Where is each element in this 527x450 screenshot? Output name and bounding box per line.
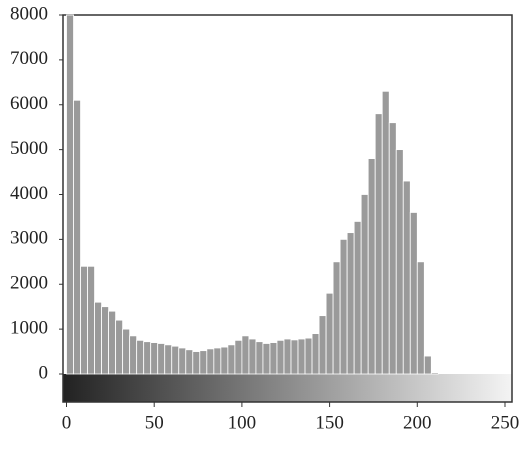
bar — [248, 338, 257, 375]
y-tick-label: 2000 — [10, 273, 48, 294]
x-tick-label: 250 — [491, 412, 520, 433]
intensity-gradient — [63, 374, 512, 402]
bar — [115, 319, 124, 375]
y-tick-label: 8000 — [10, 3, 48, 24]
bar — [269, 342, 278, 375]
bar — [136, 339, 145, 375]
bar — [430, 372, 439, 375]
bar — [402, 180, 411, 375]
bar — [227, 344, 236, 375]
bar — [66, 14, 74, 375]
y-tick-label: 3000 — [10, 228, 48, 249]
bar — [346, 232, 355, 375]
y-tick-label: 5000 — [10, 138, 48, 159]
bar — [360, 194, 369, 375]
bar — [276, 339, 285, 375]
bar — [94, 301, 102, 375]
bar — [283, 338, 292, 375]
bar — [318, 315, 327, 375]
bar — [101, 306, 110, 375]
bar — [192, 351, 201, 375]
bar — [164, 344, 173, 375]
bar — [290, 339, 299, 375]
bar — [311, 333, 320, 375]
bar — [416, 261, 425, 375]
bar — [241, 335, 250, 375]
bar — [297, 338, 306, 375]
bar — [206, 348, 215, 375]
bar — [220, 346, 229, 375]
bar — [234, 339, 243, 375]
bar — [150, 342, 159, 375]
bar — [185, 349, 194, 375]
bar — [255, 341, 264, 375]
x-tick-label: 50 — [145, 412, 164, 433]
bar — [178, 347, 187, 375]
bar — [332, 261, 341, 375]
plot-frame — [62, 14, 513, 403]
y-tick-label: 7000 — [10, 48, 48, 69]
bar — [395, 149, 404, 375]
bar — [199, 350, 208, 375]
bar — [374, 113, 383, 375]
bar — [87, 265, 95, 375]
bar — [381, 90, 390, 375]
y-tick-label: 1000 — [10, 317, 48, 338]
bar — [122, 328, 131, 375]
bar — [129, 335, 138, 375]
bar — [353, 221, 362, 375]
bar — [409, 212, 418, 375]
bar — [108, 310, 117, 375]
bar — [304, 337, 313, 375]
y-tick-label: 6000 — [10, 93, 48, 114]
bar — [213, 347, 222, 375]
bar — [339, 238, 348, 375]
bar — [157, 343, 166, 375]
x-tick-label: 0 — [62, 412, 72, 433]
bar — [73, 99, 81, 375]
bar — [367, 158, 376, 375]
x-tick-label: 100 — [228, 412, 257, 433]
x-tick-label: 150 — [315, 412, 344, 433]
y-tick-label: 0 — [39, 362, 49, 383]
bar — [171, 345, 180, 375]
bar — [80, 265, 88, 375]
bar — [388, 122, 397, 375]
y-tick-label: 4000 — [10, 183, 48, 204]
bar — [325, 292, 334, 375]
bar — [423, 355, 432, 375]
x-tick-label: 200 — [403, 412, 432, 433]
bar — [143, 341, 152, 375]
bar — [262, 343, 271, 375]
